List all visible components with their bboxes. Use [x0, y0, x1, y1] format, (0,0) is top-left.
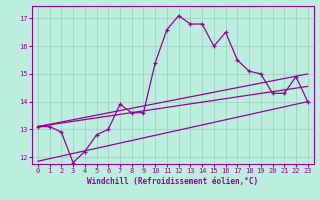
- X-axis label: Windchill (Refroidissement éolien,°C): Windchill (Refroidissement éolien,°C): [87, 177, 258, 186]
